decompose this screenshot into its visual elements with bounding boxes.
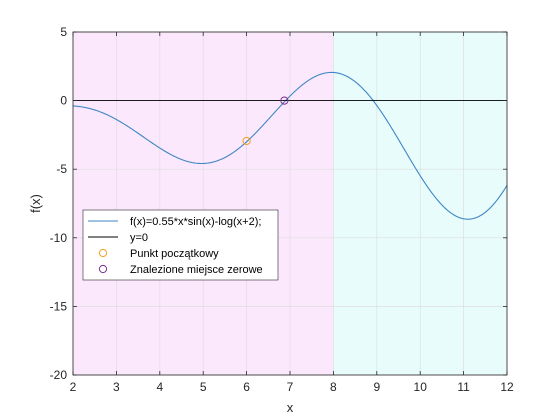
y-axis-label: f(x) bbox=[28, 194, 43, 213]
point-marker-0 bbox=[242, 136, 251, 146]
y-tick-labels: 5 0 -5 -10 -15 -20 bbox=[50, 25, 507, 382]
x-tick-label: 9 bbox=[373, 380, 380, 394]
legend-label-1: y=0 bbox=[130, 232, 148, 244]
legend-label-0: f(x)=0.55*x*sin(x)-log(x+2); bbox=[130, 216, 261, 228]
legend-marker-3 bbox=[98, 264, 108, 274]
y-tick-label: 5 bbox=[60, 25, 67, 39]
x-tick-label: 8 bbox=[330, 380, 337, 394]
x-tick-label: 4 bbox=[156, 380, 163, 394]
point-marker-1 bbox=[280, 96, 289, 105]
x-tick-label: 5 bbox=[200, 380, 207, 394]
x-tick-label: 11 bbox=[457, 380, 470, 394]
y-tick-label: -15 bbox=[50, 299, 68, 313]
x-tick-label: 10 bbox=[414, 380, 428, 394]
x-tick-label: 2 bbox=[70, 380, 77, 394]
legend-box bbox=[82, 209, 279, 281]
legend-label-2: Punkt początkowy bbox=[130, 248, 219, 260]
x-tick-label: 12 bbox=[500, 380, 514, 394]
y-tick-label: -20 bbox=[50, 368, 68, 382]
y-tick-label: -5 bbox=[56, 162, 67, 176]
y-tick-label: 0 bbox=[60, 94, 67, 108]
x-tick-labels: 2 3 4 5 6 7 8 9 10 11 12 bbox=[70, 32, 514, 394]
legend: f(x)=0.55*x*sin(x)-log(x+2); y=0 Punkt poc… bbox=[82, 209, 279, 281]
legend-marker-2 bbox=[98, 248, 108, 258]
series-line-0 bbox=[72, 71, 508, 220]
x-tick-label: 7 bbox=[287, 380, 294, 394]
x-tick-label: 6 bbox=[243, 380, 250, 394]
y-tick-label: -10 bbox=[50, 231, 68, 245]
series-layer bbox=[72, 71, 508, 220]
x-tick-label: 3 bbox=[113, 380, 120, 394]
points-layer bbox=[242, 96, 289, 146]
x-axis-label: x bbox=[287, 400, 294, 415]
legend-label-3: Znalezione miejsce zerowe bbox=[130, 264, 263, 276]
